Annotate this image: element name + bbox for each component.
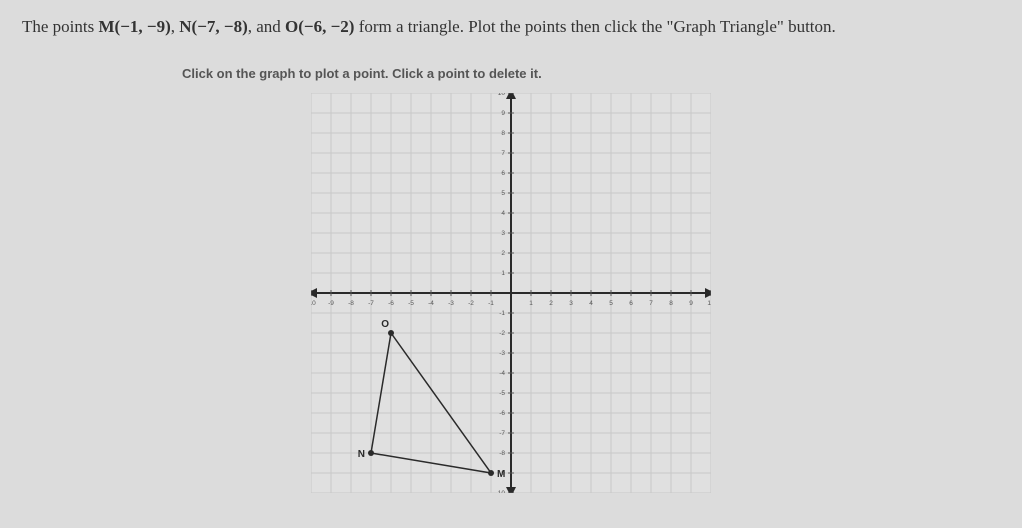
svg-text:-4: -4 — [499, 370, 505, 377]
svg-text:7: 7 — [649, 300, 653, 307]
vertex-label-o: O — [381, 319, 389, 330]
svg-text:-3: -3 — [499, 350, 505, 357]
svg-text:-1: -1 — [488, 300, 494, 307]
svg-text:3: 3 — [501, 230, 505, 237]
svg-text:-10: -10 — [496, 490, 506, 493]
svg-text:-1: -1 — [499, 310, 505, 317]
svg-text:5: 5 — [609, 300, 613, 307]
svg-text:1: 1 — [529, 300, 533, 307]
svg-text:-9: -9 — [328, 300, 334, 307]
svg-text:2: 2 — [549, 300, 553, 307]
point-o-label: O — [285, 17, 298, 36]
svg-text:-8: -8 — [348, 300, 354, 307]
svg-text:-6: -6 — [388, 300, 394, 307]
svg-text:-7: -7 — [368, 300, 374, 307]
svg-text:7: 7 — [501, 150, 505, 157]
svg-text:-10: -10 — [311, 300, 316, 307]
vertex-label-n: N — [358, 449, 365, 460]
svg-text:10: 10 — [498, 93, 506, 97]
svg-text:8: 8 — [669, 300, 673, 307]
svg-text:-2: -2 — [468, 300, 474, 307]
svg-text:-4: -4 — [428, 300, 434, 307]
svg-text:10: 10 — [707, 300, 711, 307]
vertex-o[interactable] — [388, 330, 394, 336]
svg-text:-5: -5 — [408, 300, 414, 307]
graph-instruction: Click on the graph to plot a point. Clic… — [182, 66, 1000, 81]
svg-text:4: 4 — [501, 210, 505, 217]
svg-text:8: 8 — [501, 130, 505, 137]
svg-text:-7: -7 — [499, 430, 505, 437]
svg-text:9: 9 — [689, 300, 693, 307]
point-o-coords: (−6, −2) — [298, 17, 354, 36]
svg-text:-3: -3 — [448, 300, 454, 307]
svg-text:2: 2 — [501, 250, 505, 257]
problem-statement: The points M(−1, −9), N(−7, −8), and O(−… — [22, 14, 1000, 40]
vertex-n[interactable] — [368, 450, 374, 456]
point-m-coords: (−1, −9) — [115, 17, 171, 36]
point-n-coords: (−7, −8) — [192, 17, 248, 36]
svg-text:5: 5 — [501, 190, 505, 197]
svg-text:9: 9 — [501, 110, 505, 117]
svg-text:-6: -6 — [499, 410, 505, 417]
point-n-label: N — [179, 17, 191, 36]
svg-text:6: 6 — [629, 300, 633, 307]
svg-text:-8: -8 — [499, 450, 505, 457]
svg-text:-2: -2 — [499, 330, 505, 337]
graph-svg[interactable]: -10-9-8-7-6-5-4-3-2-112345678910-10-9-8-… — [311, 93, 711, 493]
svg-text:3: 3 — [569, 300, 573, 307]
separator: , — [171, 17, 180, 36]
problem-prefix: The points — [22, 17, 99, 36]
separator: , and — [248, 17, 285, 36]
svg-text:-5: -5 — [499, 390, 505, 397]
svg-text:4: 4 — [589, 300, 593, 307]
coordinate-graph[interactable]: -10-9-8-7-6-5-4-3-2-112345678910-10-9-8-… — [311, 93, 711, 493]
vertex-m[interactable] — [488, 470, 494, 476]
problem-rest: form a triangle. Plot the points then cl… — [354, 17, 835, 36]
svg-text:6: 6 — [501, 170, 505, 177]
point-m-label: M — [99, 17, 115, 36]
vertex-label-m: M — [497, 469, 505, 480]
svg-text:1: 1 — [501, 270, 505, 277]
